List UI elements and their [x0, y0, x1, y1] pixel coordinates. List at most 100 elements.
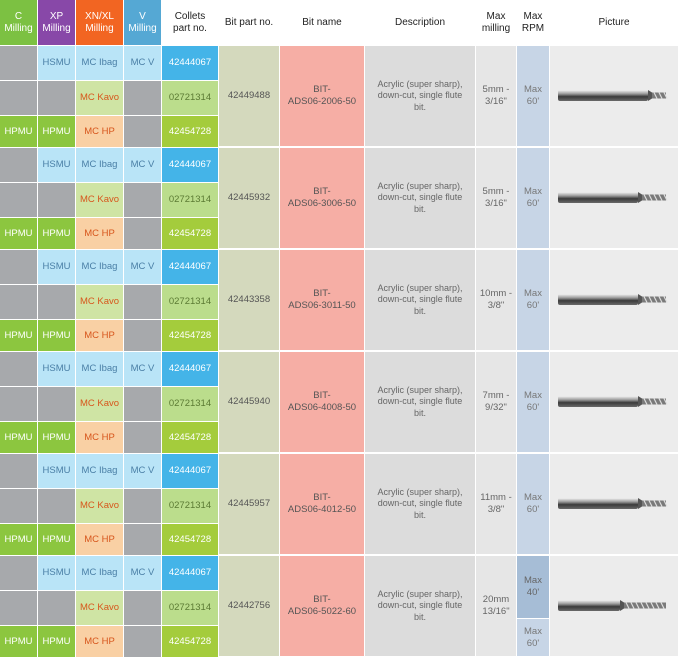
collet-part-no-cell: 42454728: [162, 116, 218, 147]
c-milling-cell: [0, 352, 37, 386]
description-cell: Acrylic (super sharp), down-cut, single …: [365, 148, 475, 248]
v-milling-cell: [124, 218, 161, 249]
header-v-milling: V Milling: [124, 0, 161, 45]
collet-part-no-cell: 42444067: [162, 250, 218, 284]
xn-xl-milling-cell: MC Ibag: [76, 352, 123, 386]
max-milling-cell: 5mm - 3/16": [476, 148, 516, 248]
header-bit-part-no: Bit part no.: [224, 16, 274, 28]
collet-part-no-cell: 42454728: [162, 320, 218, 351]
v-milling-cell: MC V: [124, 46, 161, 80]
v-milling-cell: [124, 116, 161, 147]
max-milling-cell: 20mm 13/16": [476, 556, 516, 656]
v-milling-cell: MC V: [124, 454, 161, 488]
v-milling-cell: [124, 626, 161, 657]
collet-part-no-cell: 42454728: [162, 422, 218, 453]
max-rpm-cell: Max 60': [517, 619, 549, 656]
xp-milling-cell: HPMU: [38, 218, 75, 249]
c-milling-cell: [0, 489, 37, 523]
max-rpm-cell: Max 60': [517, 148, 549, 248]
v-milling-cell: [124, 524, 161, 555]
xp-milling-cell: HSMU: [38, 454, 75, 488]
xn-xl-milling-cell: MC Kavo: [76, 81, 123, 115]
header-max-rpm: Max RPM: [521, 10, 545, 34]
router-bit-short-icon: [558, 90, 668, 101]
xn-xl-milling-cell: MC HP: [76, 116, 123, 147]
header-c-milling: C Milling: [0, 0, 37, 45]
description-cell: Acrylic (super sharp), down-cut, single …: [365, 556, 475, 656]
xp-milling-cell: [38, 183, 75, 217]
c-milling-cell: HPMU: [0, 422, 37, 453]
collet-part-no-cell: 02721314: [162, 183, 218, 217]
collet-part-no-cell: 02721314: [162, 591, 218, 625]
collet-part-no-cell: 42454728: [162, 626, 218, 657]
collet-part-no-cell: 02721314: [162, 387, 218, 421]
xp-milling-cell: HPMU: [38, 116, 75, 147]
xn-xl-milling-cell: MC Ibag: [76, 556, 123, 590]
xn-xl-milling-cell: MC Ibag: [76, 148, 123, 182]
xp-milling-cell: HPMU: [38, 626, 75, 657]
xp-milling-cell: HPMU: [38, 524, 75, 555]
xn-xl-milling-cell: MC Kavo: [76, 387, 123, 421]
xn-xl-milling-cell: MC Kavo: [76, 183, 123, 217]
v-milling-cell: MC V: [124, 556, 161, 590]
c-milling-cell: HPMU: [0, 116, 37, 147]
xn-xl-milling-cell: MC Ibag: [76, 250, 123, 284]
xp-milling-cell: HSMU: [38, 352, 75, 386]
c-milling-cell: HPMU: [0, 524, 37, 555]
xp-milling-cell: HSMU: [38, 148, 75, 182]
xp-milling-cell: HPMU: [38, 422, 75, 453]
header-xn-xl-milling: XN/XL Milling: [76, 0, 123, 45]
c-milling-cell: HPMU: [0, 320, 37, 351]
v-milling-cell: MC V: [124, 250, 161, 284]
c-milling-cell: [0, 556, 37, 590]
collet-part-no-cell: 42454728: [162, 524, 218, 555]
v-milling-cell: [124, 422, 161, 453]
bit-name-cell: BIT- ADS06-3006-50: [280, 148, 364, 248]
bit-picture-cell: [550, 556, 678, 656]
router-bit-medium-icon: [558, 498, 668, 509]
bit-picture-cell: [550, 148, 678, 248]
bit-name-cell: BIT- ADS06-4008-50: [280, 352, 364, 452]
xp-milling-cell: [38, 81, 75, 115]
xp-milling-cell: HPMU: [38, 320, 75, 351]
xn-xl-milling-cell: MC HP: [76, 626, 123, 657]
c-milling-cell: [0, 387, 37, 421]
c-milling-cell: HPMU: [0, 218, 37, 249]
collet-part-no-cell: 02721314: [162, 489, 218, 523]
bit-picture-cell: [550, 352, 678, 452]
header-collets-part-no: Collets part no.: [173, 10, 207, 34]
collet-part-no-cell: 42454728: [162, 218, 218, 249]
bit-part-no-cell: 42449488: [219, 46, 279, 146]
c-milling-cell: HPMU: [0, 626, 37, 657]
router-bit-long-icon: [558, 600, 666, 611]
bit-name-cell: BIT- ADS06-4012-50: [280, 454, 364, 554]
collet-part-no-cell: 42444067: [162, 352, 218, 386]
description-cell: Acrylic (super sharp), down-cut, single …: [365, 46, 475, 146]
collet-part-no-cell: 42444067: [162, 556, 218, 590]
collet-part-no-cell: 02721314: [162, 81, 218, 115]
v-milling-cell: [124, 387, 161, 421]
xp-milling-cell: HSMU: [38, 556, 75, 590]
bit-picture-cell: [550, 46, 678, 146]
c-milling-cell: [0, 454, 37, 488]
collet-part-no-cell: 02721314: [162, 285, 218, 319]
router-bit-medium-icon: [558, 396, 668, 407]
bit-part-no-cell: 42443358: [219, 250, 279, 350]
xp-milling-cell: [38, 387, 75, 421]
xp-milling-cell: [38, 591, 75, 625]
header-xp-milling: XP Milling: [38, 0, 75, 45]
bit-picture-cell: [550, 250, 678, 350]
xn-xl-milling-cell: MC HP: [76, 218, 123, 249]
description-cell: Acrylic (super sharp), down-cut, single …: [365, 352, 475, 452]
max-milling-cell: 11mm - 3/8": [476, 454, 516, 554]
header-description: Description: [394, 16, 446, 28]
xn-xl-milling-cell: MC HP: [76, 320, 123, 351]
bit-name-cell: BIT- ADS06-2006-50: [280, 46, 364, 146]
v-milling-cell: [124, 320, 161, 351]
bit-part-no-cell: 42445940: [219, 352, 279, 452]
c-milling-cell: [0, 285, 37, 319]
router-bit-medium-icon: [558, 294, 668, 305]
v-milling-cell: [124, 183, 161, 217]
v-milling-cell: [124, 81, 161, 115]
